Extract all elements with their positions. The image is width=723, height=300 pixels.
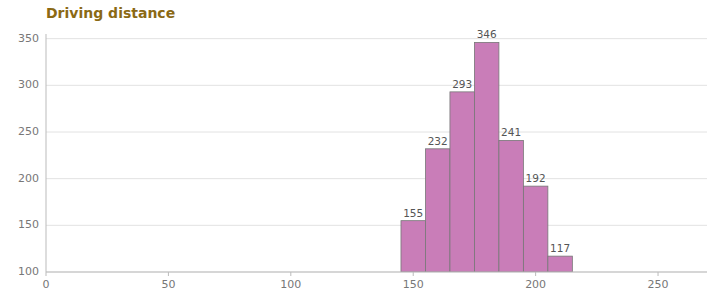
data-label: 192 [526,172,546,184]
x-tick [46,272,47,276]
x-tick [413,272,414,276]
x-tick-label: 50 [161,278,175,291]
y-axis-line [46,34,47,272]
x-axis-line [46,272,707,273]
grid-line [46,85,707,86]
y-tick-label: 150 [18,218,39,231]
x-tick-label: 0 [43,278,50,291]
grid-line [46,272,707,273]
bar [499,140,523,272]
data-label: 241 [501,126,521,138]
y-tick-label: 100 [18,265,39,278]
y-tick-label: 200 [18,172,39,185]
x-tick-label: 100 [280,278,301,291]
x-tick [290,272,291,276]
chart-container: 100 150 200 250 300 350 0 50 100 150 200 250 155 232 2… [0,0,723,300]
chart: 100 150 200 250 300 350 0 50 100 150 200 250 155 232 2… [0,0,723,300]
bar [523,186,547,272]
bar [548,256,572,272]
x-tick-label: 150 [403,278,424,291]
data-label: 155 [403,207,423,219]
x-tick-label: 250 [648,278,669,291]
x-tick [658,272,659,276]
x-tick-label: 200 [525,278,546,291]
grid-line [46,225,707,226]
title: Driving distance [46,5,175,21]
grid-line [46,38,707,39]
bar [474,42,498,272]
y-tick-label: 300 [18,78,39,91]
bar [450,92,474,272]
data-label: 293 [452,78,472,90]
bars [401,42,572,272]
x-tick [535,272,536,276]
grid-line [46,178,707,179]
data-label: 232 [428,135,448,147]
data-label: 117 [550,242,570,254]
x-tick [168,272,169,276]
bar [401,221,425,272]
bar [425,149,449,272]
grid-line [46,132,707,133]
y-tick-label: 250 [18,125,39,138]
y-tick-label: 350 [18,32,39,45]
data-label: 346 [477,28,497,40]
